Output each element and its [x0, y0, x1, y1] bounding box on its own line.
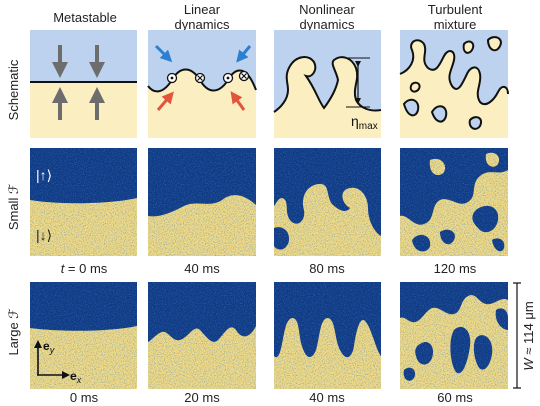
time-label: 40 ms [309, 390, 345, 405]
large-row-times: 0 ms 20 ms 40 ms 60 ms [70, 390, 473, 405]
col-title-linear: Linear dynamics [175, 2, 230, 32]
schematic-turbulent [399, 30, 509, 138]
small-image-40ms [148, 148, 256, 256]
flow-arrow-blue [154, 44, 173, 63]
flow-arrow-red [230, 91, 246, 111]
state-down-label: |↓⟩ [36, 227, 52, 243]
time-label: 40 ms [184, 261, 220, 276]
large-image-40ms [274, 282, 381, 389]
ey-label: ey [43, 339, 55, 355]
eta-max-label: ηmax [351, 113, 378, 132]
large-image-60ms [400, 282, 508, 389]
axis-indicator: ey ex [34, 339, 82, 385]
time-label: 20 ms [184, 390, 220, 405]
small-image-120ms [400, 148, 508, 256]
time-label: t = 0 ms [61, 261, 108, 276]
row-label-large: Large ℱ [6, 308, 21, 355]
row-label-schematic: Schematic [6, 59, 21, 120]
state-up-label: |↑⟩ [36, 167, 52, 183]
small-image-80ms [274, 148, 381, 256]
large-image-0ms [30, 282, 137, 389]
large-image-20ms [148, 282, 256, 389]
col-title-nonlinear: Nonlinear dynamics [299, 2, 355, 32]
col-title-turbulent: Turbulent mixture [428, 2, 483, 32]
time-label: 0 ms [70, 390, 99, 405]
schematic-linear [147, 30, 257, 138]
small-row-images: |↑⟩ |↓⟩ [30, 148, 508, 256]
ex-label: ex [70, 369, 82, 385]
time-label: 120 ms [434, 261, 477, 276]
small-image-0ms: |↑⟩ |↓⟩ [30, 148, 137, 256]
width-label: W ≈ 114 μm [521, 301, 536, 370]
row-label-small: Small ℱ [6, 184, 21, 230]
flow-arrow-blue [236, 45, 252, 63]
schematic-metastable [30, 30, 137, 138]
time-label: 60 ms [437, 390, 473, 405]
flow-arrow-red [156, 91, 174, 111]
column-titles: Metastable Linear dynamics Nonlinear dynam… [53, 2, 482, 32]
large-row-images [30, 282, 508, 389]
small-row-times: t = 0 ms 40 ms 80 ms 120 ms [61, 261, 477, 276]
time-label: 80 ms [309, 261, 345, 276]
schematic-nonlinear: ηmax [273, 30, 382, 138]
width-scale-bar: W ≈ 114 μm [513, 282, 536, 389]
col-title-metastable: Metastable [53, 10, 117, 25]
